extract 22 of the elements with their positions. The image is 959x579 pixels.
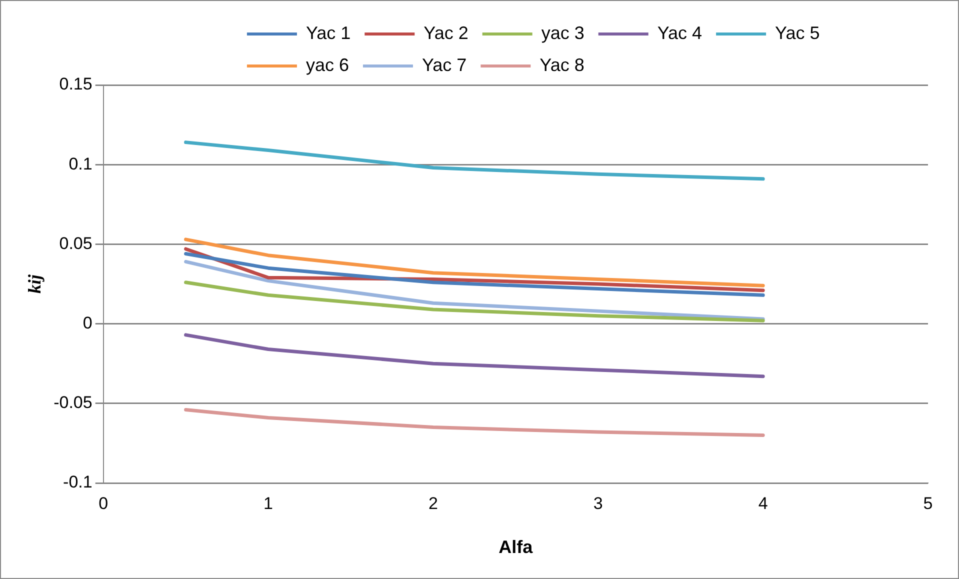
x-tick-label: 4 [758, 494, 768, 513]
x-tick-label: 5 [923, 494, 933, 513]
legend-label: yac 3 [541, 22, 584, 43]
y-tick-label: -0.1 [63, 472, 92, 492]
y-tick-label: 0.15 [59, 74, 92, 94]
x-tick-label: 1 [264, 494, 274, 513]
y-tick-label: 0.1 [68, 154, 92, 174]
x-axis-title: Alfa [498, 537, 534, 558]
y-tick-label: 0.05 [59, 234, 92, 253]
legend-label: yac 6 [306, 54, 349, 75]
y-tick-label: -0.05 [54, 393, 92, 412]
legend-label: Yac 5 [775, 22, 820, 43]
legend-label: Yac 8 [540, 54, 584, 75]
x-tick-label: 0 [98, 494, 108, 513]
x-tick-label: 3 [593, 494, 603, 513]
y-axis-title: kij [24, 274, 44, 294]
x-tick-label: 2 [428, 494, 438, 513]
legend-label: Yac 2 [424, 22, 468, 43]
y-tick-label: 0 [82, 313, 92, 332]
legend-label: Yac 4 [657, 22, 702, 43]
legend-label: Yac 7 [422, 54, 467, 75]
legend-label: Yac 1 [306, 22, 351, 43]
